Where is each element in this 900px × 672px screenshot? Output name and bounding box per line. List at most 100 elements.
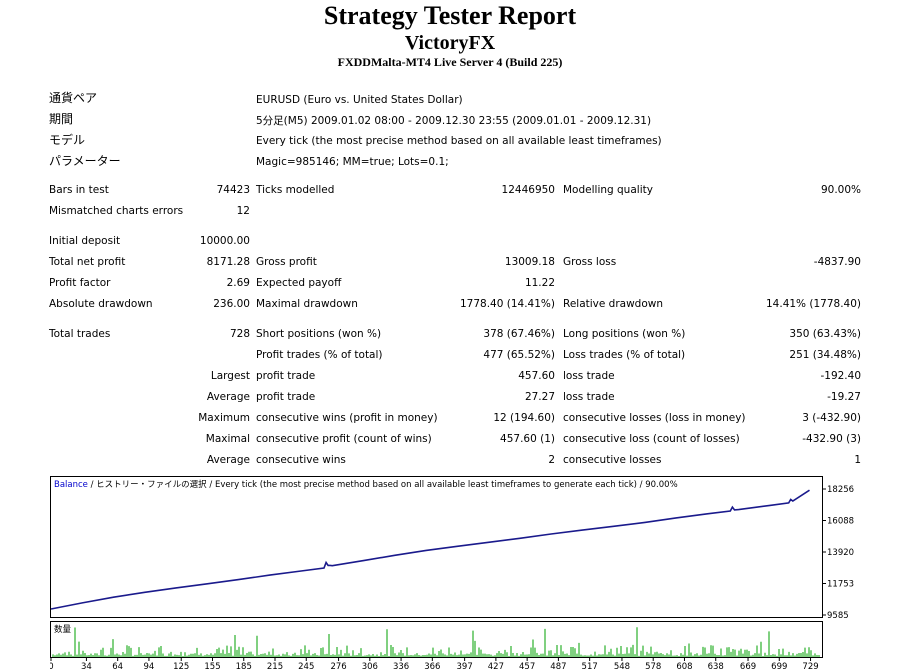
reldd-value: 14.41% (1778.40)	[766, 298, 861, 310]
x-tick-label: 578	[645, 662, 661, 672]
quality-label: Modelling quality	[563, 184, 653, 196]
quality-value: 90.00%	[820, 184, 861, 196]
y-tick-label: 16088	[827, 517, 854, 527]
maxdd-value: 1778.40 (14.41%)	[460, 298, 555, 310]
symbol-label: 通貨ペア	[49, 91, 98, 105]
average-loss-value: -19.27	[827, 391, 861, 403]
pf-label: Profit factor	[49, 277, 111, 289]
x-tick-label: 397	[457, 662, 473, 672]
mismatch-value: 12	[236, 205, 250, 217]
avg-consecutive-wins-label: consecutive wins	[256, 454, 346, 466]
max-wins-value: 12 (194.60)	[493, 412, 555, 424]
chart-legend: Balance / ヒストリー・ファイルの選択 / Every tick (th…	[54, 479, 678, 490]
y-tick-label: 11753	[827, 579, 854, 589]
x-tick-label: 669	[740, 662, 756, 672]
trades-value: 728	[229, 328, 250, 340]
x-tick-label: 638	[708, 662, 724, 672]
average-profit-label: profit trade	[256, 391, 316, 403]
loss-trades-label: Loss trades (% of total)	[563, 349, 686, 361]
model-value: Every tick (the most precise method base…	[256, 135, 662, 147]
average-profit-value: 27.27	[524, 391, 555, 403]
profit-trades-value: 477 (65.52%)	[483, 349, 555, 361]
report-title: Strategy Tester Report	[323, 1, 577, 30]
max-wins-label: consecutive wins (profit in money)	[256, 412, 438, 424]
avg-consecutive-losses-value: 1	[854, 454, 861, 466]
x-tick-label: 729	[802, 662, 818, 672]
bars-value: 74423	[216, 184, 250, 196]
x-tick-label: 487	[550, 662, 566, 672]
long-value: 350 (63.43%)	[789, 328, 861, 340]
short-value: 378 (67.46%)	[483, 328, 555, 340]
volume-label: 数量	[54, 624, 72, 635]
profit-trades-label: Profit trades (% of total)	[256, 349, 383, 361]
expert-name: VictoryFX	[404, 32, 496, 54]
x-tick-label: 125	[173, 662, 189, 672]
maximal-profit-value: 457.60 (1)	[500, 433, 555, 445]
deposit-label: Initial deposit	[49, 235, 121, 247]
deposit-value: 10000.00	[199, 235, 250, 247]
balance-line	[50, 489, 810, 610]
largest-prefix: Largest	[210, 370, 250, 382]
x-tick-label: 245	[298, 662, 314, 672]
reldd-label: Relative drawdown	[563, 298, 664, 310]
avg-consecutive-losses-label: consecutive losses	[563, 454, 662, 466]
x-tick-label: 64	[112, 662, 123, 672]
x-tick-label: 427	[488, 662, 504, 672]
max-losses-label: consecutive losses (loss in money)	[563, 412, 746, 424]
y-tick-label: 18256	[827, 485, 854, 495]
x-tick-label: 0	[50, 662, 54, 672]
balance-plot-frame	[50, 476, 823, 618]
legend-balance: Balance	[54, 480, 88, 490]
x-tick-label: 94	[144, 662, 155, 672]
average-prefix: Average	[206, 391, 250, 403]
y-tick-label: 9585	[827, 611, 849, 621]
grossprofit-value: 13009.18	[504, 256, 555, 268]
max-losses-value: 3 (-432.90)	[802, 412, 861, 424]
symbol-value: EURUSD (Euro vs. United States Dollar)	[256, 94, 463, 106]
x-tick-label: 185	[236, 662, 252, 672]
payoff-label: Expected payoff	[256, 277, 342, 289]
params-label: パラメーター	[49, 154, 121, 168]
x-tick-label: 457	[519, 662, 535, 672]
avg-consecutive-prefix: Average	[206, 454, 250, 466]
maxdd-label: Maximal drawdown	[256, 298, 358, 310]
x-tick-label: 366	[424, 662, 440, 672]
mismatch-label: Mismatched charts errors	[49, 205, 184, 217]
x-tick-label: 548	[614, 662, 630, 672]
grossloss-label: Gross loss	[563, 256, 617, 268]
x-tick-label: 608	[676, 662, 692, 672]
model-label: モデル	[49, 133, 86, 147]
short-label: Short positions (won %)	[256, 328, 382, 340]
long-label: Long positions (won %)	[563, 328, 686, 340]
y-tick-label: 13920	[827, 548, 854, 558]
x-tick-label: 517	[582, 662, 598, 672]
largest-loss-value: -192.40	[820, 370, 861, 382]
x-tick-label: 34	[81, 662, 92, 672]
avg-consecutive-wins-value: 2	[548, 454, 555, 466]
x-tick-label: 276	[330, 662, 346, 672]
absdd-label: Absolute drawdown	[49, 298, 153, 310]
pf-value: 2.69	[226, 277, 250, 289]
payoff-value: 11.22	[524, 277, 555, 289]
period-label: 期間	[49, 112, 74, 126]
maximal-prefix: Maximal	[205, 433, 250, 445]
netprofit-label: Total net profit	[49, 256, 126, 268]
y-axis: 18256 16088 13920 11753 9585	[822, 485, 854, 621]
legend-description: / ヒストリー・ファイルの選択 / Every tick (the most p…	[88, 479, 678, 490]
maximal-profit-label: consecutive profit (count of wins)	[256, 433, 432, 445]
largest-loss-label: loss trade	[563, 370, 615, 382]
ticks-label: Ticks modelled	[256, 184, 335, 196]
average-loss-label: loss trade	[563, 391, 615, 403]
volume-bars	[52, 627, 820, 657]
volume-plot-frame	[50, 621, 823, 658]
period-value: 5分足(M5) 2009.01.02 08:00 - 2009.12.30 23…	[256, 115, 652, 127]
x-tick-label: 215	[267, 662, 283, 672]
x-tick-label: 155	[204, 662, 220, 672]
maximal-loss-value: -432.90 (3)	[802, 433, 861, 445]
bars-label: Bars in test	[49, 184, 109, 196]
trades-label: Total trades	[49, 328, 111, 340]
x-tick-label: 306	[362, 662, 378, 672]
grossloss-value: -4837.90	[813, 256, 861, 268]
balance-chart: Balance / ヒストリー・ファイルの選択 / Every tick (th…	[50, 476, 854, 672]
server-name: FXDDMalta-MT4 Live Server 4 (Build 225)	[337, 55, 563, 69]
